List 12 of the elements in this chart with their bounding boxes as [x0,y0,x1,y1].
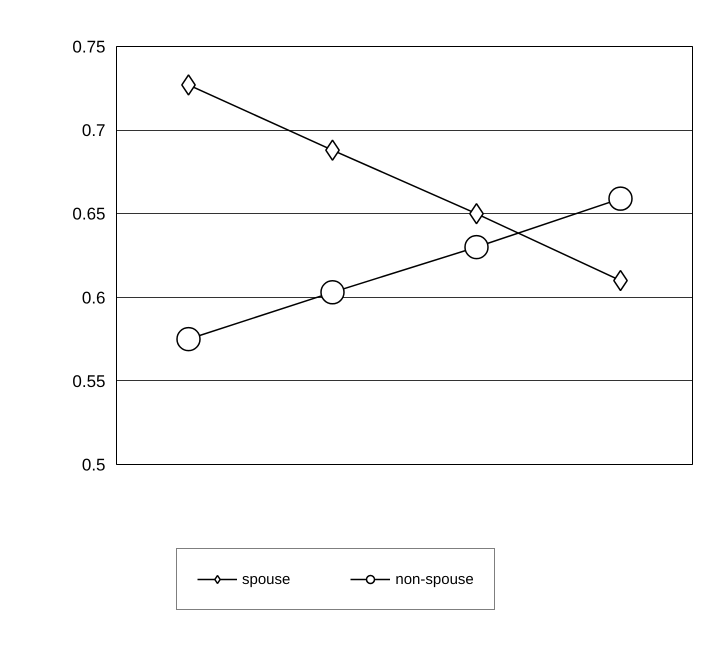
point [608,186,633,211]
y-tick-label: 0.7 [82,121,106,140]
legend-label: non-spouse [395,570,474,588]
y-tick-label: 0.65 [72,204,106,224]
legend-label: spouse [242,570,290,588]
y-tick-label: 0.55 [72,372,106,391]
y-tick-label: 0.75 [72,38,106,56]
point [464,234,489,260]
point [320,280,345,305]
point [176,326,201,352]
y-tick-label: 0.6 [82,288,106,308]
y-tick-label: 0.5 [82,456,106,474]
